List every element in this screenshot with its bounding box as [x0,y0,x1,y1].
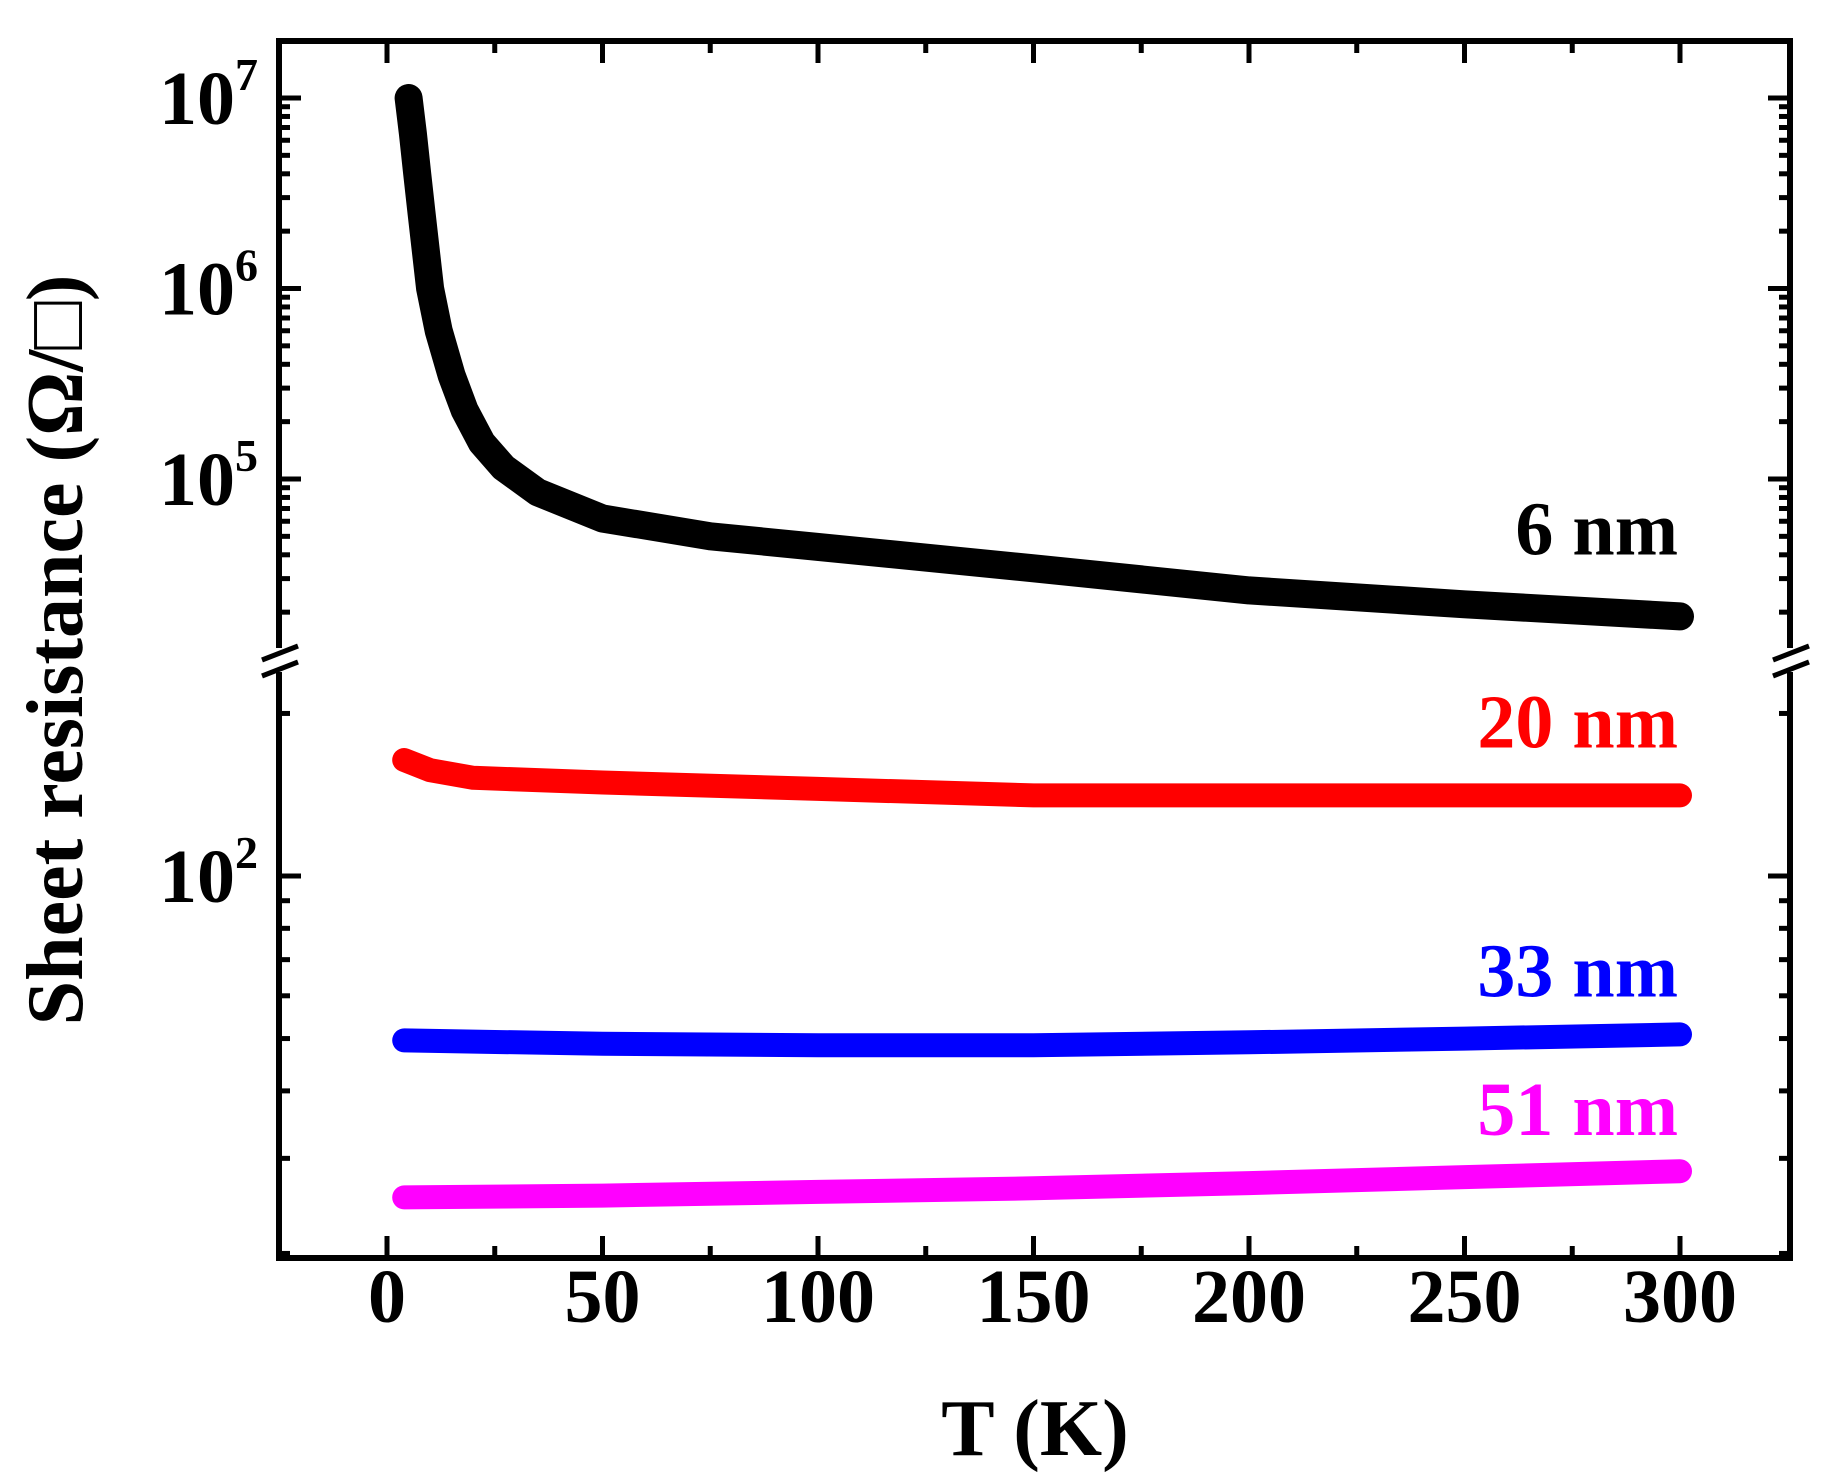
series-label: 33 nm [1477,929,1678,1013]
series-line-20-nm [392,748,1692,808]
y-tick-label: 107 [159,49,258,141]
x-tick-label: 250 [1408,1255,1522,1339]
y-tick-label: 102 [159,827,258,919]
x-tick-label: 150 [977,1255,1091,1339]
series-label: 6 nm [1515,487,1678,571]
series-line-6-nm [394,84,1694,631]
y-tick-label: 106 [159,240,258,332]
y-tick-label: 105 [159,430,258,522]
axis-break-right [1772,643,1810,679]
x-tick-label: 0 [368,1255,406,1339]
y-axis-label: Sheet resistance (Ω/□) [12,275,100,1026]
x-axis-label: T (K) [941,1385,1128,1473]
series-label: 51 nm [1477,1068,1678,1152]
x-tick-label: 100 [761,1255,875,1339]
ticks: 0 50 100 150 200 250 300 107 106 105 102 [159,41,1790,1339]
axis-break-left [261,643,299,679]
x-tick-label: 300 [1623,1255,1737,1339]
x-tick-label: 200 [1192,1255,1306,1339]
series-line-33-nm [392,1022,1692,1058]
series-line-51-nm [392,1159,1692,1210]
x-tick-label: 50 [565,1255,641,1339]
series-label: 20 nm [1477,680,1678,764]
